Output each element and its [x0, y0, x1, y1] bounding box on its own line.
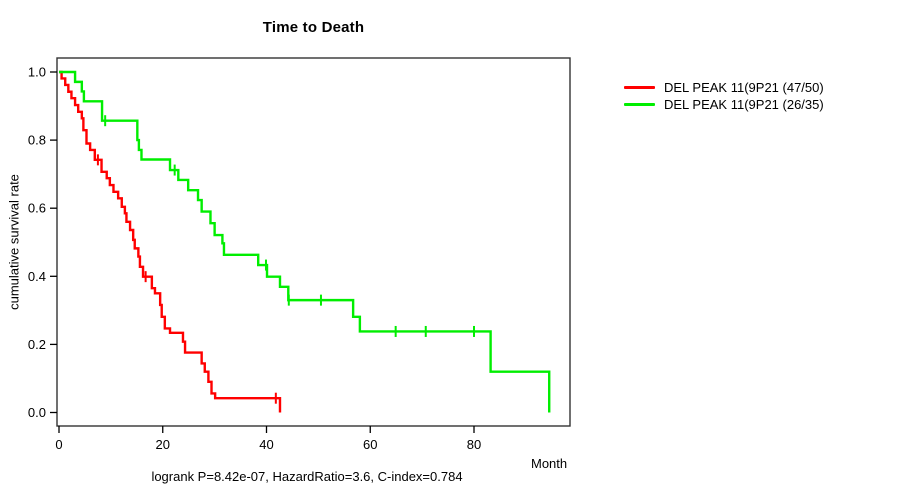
survival-curve-red: [59, 70, 282, 413]
legend-item: DEL PEAK 11(9P21 (47/50): [624, 79, 824, 95]
chart-title: Time to Death: [262, 19, 365, 36]
x-axis-tick-label: 0: [55, 437, 62, 452]
y-axis-tick-label: 0.6: [28, 201, 46, 216]
plot-border: [56, 57, 571, 427]
x-axis-tick-label: 20: [156, 437, 170, 452]
legend-item: DEL PEAK 11(9P21 (26/35): [624, 96, 824, 112]
x-axis-tick-label: 80: [467, 437, 481, 452]
legend: DEL PEAK 11(9P21 (47/50) DEL PEAK 11(9P2…: [624, 79, 824, 112]
survival-curve-green: [59, 70, 551, 413]
x-axis-tick-label: 60: [363, 437, 377, 452]
y-axis-tick-label: 0.8: [28, 133, 46, 148]
legend-line-swatch: [624, 85, 655, 89]
legend-item-label: DEL PEAK 11(9P21 (26/35): [664, 96, 824, 112]
x-axis-tick-label: 40: [259, 437, 273, 452]
x-axis-label: Month: [531, 456, 568, 471]
legend-line-swatch: [624, 102, 655, 106]
y-axis-label: cumulative survival rate: [6, 174, 22, 310]
legend-item-label: DEL PEAK 11(9P21 (47/50): [664, 79, 824, 95]
y-axis-tick-label: 0.0: [28, 405, 46, 420]
y-axis-tick-label: 0.2: [28, 337, 46, 352]
y-axis-tick-label: 1.0: [28, 65, 46, 80]
stats-annotation: logrank P=8.42e-07, HazardRatio=3.6, C-i…: [151, 469, 463, 484]
y-axis-tick-label: 0.4: [28, 269, 46, 284]
